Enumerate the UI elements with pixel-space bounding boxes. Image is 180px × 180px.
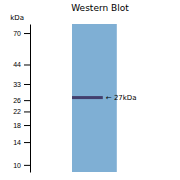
- y-tick: 44: [13, 61, 30, 68]
- y-tick: 10: [13, 162, 30, 169]
- y-tick-label: 14: [13, 139, 21, 146]
- y-tick: 18: [13, 122, 30, 129]
- y-tick-label: 22: [13, 108, 21, 115]
- y-axis: 70 44 33 26 22 18 14 10: [13, 25, 30, 173]
- y-tick-label: 10: [13, 162, 21, 169]
- band: [72, 96, 103, 99]
- y-tick: 33: [13, 81, 30, 88]
- y-tick-mark: [24, 33, 30, 34]
- y-tick: 14: [13, 139, 30, 146]
- annotation: ← 27kDa: [106, 94, 137, 102]
- y-tick-mark: [24, 64, 30, 65]
- y-tick-label: 26: [13, 97, 21, 104]
- y-label: kDa: [10, 14, 24, 22]
- y-tick: 26: [13, 97, 30, 104]
- y-tick-mark: [24, 100, 30, 101]
- chart: 70 44 33 26 22 18 14 10 ← 27kDa kDa Western Blot: [0, 0, 180, 180]
- y-tick-label: 18: [13, 122, 21, 129]
- y-tick-label: 44: [13, 61, 21, 68]
- y-axis-line: [30, 25, 31, 173]
- y-tick-label: 70: [13, 30, 21, 37]
- y-tick-mark: [24, 111, 30, 112]
- y-tick-mark: [24, 84, 30, 85]
- y-tick: 22: [13, 108, 30, 115]
- y-tick-mark: [24, 125, 30, 126]
- y-tick-label: 33: [13, 81, 21, 88]
- y-tick-mark: [24, 142, 30, 143]
- title: Western Blot: [71, 3, 129, 13]
- plot: 70 44 33 26 22 18 14 10 ← 27kDa: [13, 24, 136, 173]
- y-tick-mark: [24, 165, 30, 166]
- y-tick: 70: [13, 30, 30, 37]
